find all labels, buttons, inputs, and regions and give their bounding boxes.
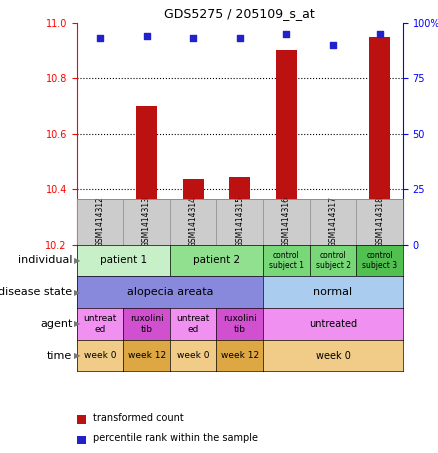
Text: ruxolini
tib: ruxolini tib [223, 314, 257, 333]
Text: patient 1: patient 1 [100, 255, 147, 265]
Text: week 12: week 12 [127, 351, 166, 360]
Point [376, 30, 383, 38]
Text: individual: individual [18, 255, 72, 265]
Text: untreated: untreated [309, 319, 357, 329]
Text: disease state: disease state [0, 287, 72, 297]
Text: untreat
ed: untreat ed [177, 314, 210, 333]
Text: transformed count: transformed count [93, 413, 184, 423]
Text: percentile rank within the sample: percentile rank within the sample [93, 433, 258, 443]
Text: GSM1414313: GSM1414313 [142, 197, 151, 247]
Text: week 0: week 0 [84, 351, 116, 360]
Text: week 0: week 0 [177, 351, 209, 360]
Point [96, 34, 103, 42]
Point [237, 34, 244, 42]
Text: untreat
ed: untreat ed [83, 314, 117, 333]
Text: ruxolini
tib: ruxolini tib [130, 314, 163, 333]
Title: GDS5275 / 205109_s_at: GDS5275 / 205109_s_at [164, 7, 315, 20]
Text: ▶: ▶ [74, 288, 81, 297]
Bar [276, 50, 297, 245]
Point [190, 34, 197, 42]
Text: control
subject 2: control subject 2 [315, 251, 350, 270]
Text: patient 2: patient 2 [193, 255, 240, 265]
Text: normal: normal [314, 287, 353, 297]
Text: ▶: ▶ [74, 351, 81, 360]
Bar [136, 106, 157, 245]
Text: GSM1414317: GSM1414317 [328, 197, 338, 247]
Text: ▶: ▶ [74, 319, 81, 328]
Point [283, 30, 290, 38]
Bar [322, 202, 343, 245]
Text: GSM1414314: GSM1414314 [189, 197, 198, 247]
Text: agent: agent [40, 319, 72, 329]
Bar [230, 177, 250, 245]
Bar [77, 415, 86, 424]
Text: GSM1414315: GSM1414315 [235, 197, 244, 247]
Text: GSM1414318: GSM1414318 [375, 197, 384, 247]
Bar [369, 37, 390, 245]
Point [143, 32, 150, 39]
Text: week 12: week 12 [221, 351, 259, 360]
Bar [89, 217, 110, 245]
Text: alopecia areata: alopecia areata [127, 287, 213, 297]
Text: ▶: ▶ [74, 256, 81, 265]
Point [329, 41, 336, 48]
Text: control
subject 3: control subject 3 [362, 251, 397, 270]
Bar [183, 179, 204, 245]
Text: week 0: week 0 [316, 351, 350, 361]
Bar [77, 436, 86, 444]
Text: GSM1414312: GSM1414312 [95, 197, 104, 247]
Text: GSM1414316: GSM1414316 [282, 197, 291, 247]
Text: control
subject 1: control subject 1 [269, 251, 304, 270]
Text: time: time [47, 351, 72, 361]
